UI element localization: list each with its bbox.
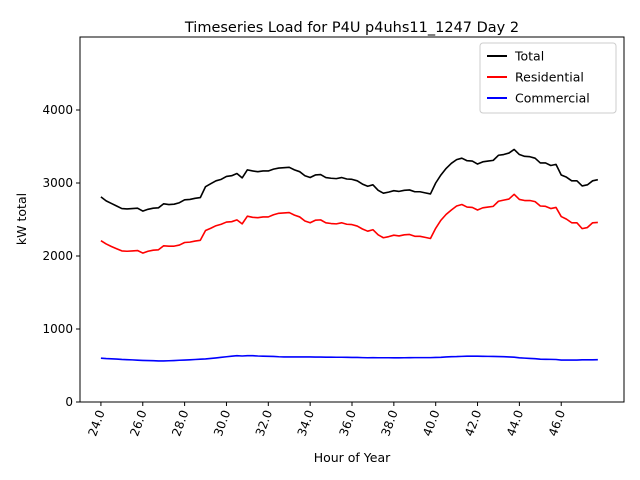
y-tick-label: 2000 [42,249,73,263]
legend-label-total: Total [514,49,544,64]
legend: Total Residential Commercial [479,42,617,114]
y-axis: 0 1000 2000 3000 4000 [42,103,80,409]
legend-frame [479,42,617,114]
y-tick-label: 1000 [42,322,73,336]
y-axis-label: kW total [14,193,29,245]
series-line-commercial [100,354,598,362]
chart-title: Timeseries Load for P4U p4uhs11_1247 Day… [184,20,519,36]
x-axis-label: Hour of Year [314,450,391,465]
series-line-total [100,148,599,212]
y-tick-label: 3000 [42,176,73,190]
series-layer [100,148,599,362]
y-tick-label: 4000 [42,103,73,117]
legend-entries: Total Residential Commercial [487,49,590,106]
y-tick-label: 0 [65,395,73,409]
legend-label-commercial: Commercial [515,91,590,106]
legend-label-residential: Residential [515,70,584,85]
series-line-residential [100,193,598,254]
